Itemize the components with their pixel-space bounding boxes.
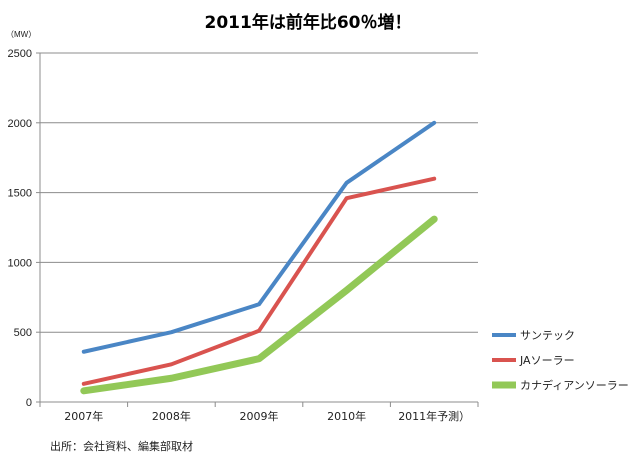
y-tick-label: 2500 (8, 48, 32, 60)
x-tick-label: 2009年 (240, 409, 279, 423)
legend-label-2: JAソーラー (519, 354, 575, 367)
legend-label-3: カナディアンソーラー (520, 378, 629, 392)
series-line-3 (80, 215, 438, 395)
legend-label-1: サンテック (520, 329, 575, 342)
y-tick-label: 2000 (8, 118, 32, 130)
chart-title: 2011年は前年比60％増！ (205, 12, 412, 33)
x-tick-label: 2008年 (152, 409, 191, 423)
source-note: 出所：会社資料、編集部取材 (50, 439, 193, 453)
series-line-1 (81, 120, 437, 354)
axes (39, 53, 478, 403)
y-tick-label: 500 (14, 327, 32, 339)
y-tick-label: 0 (26, 397, 32, 409)
y-tick-label: 1000 (8, 257, 32, 269)
y-tick-label: 1500 (8, 188, 32, 200)
x-axis-ticks: 2007年 2008年 2009年 2010年 2011年予測） (39, 402, 479, 423)
series-lines (80, 120, 438, 395)
y-axis-unit-label: （MW） (6, 30, 36, 39)
x-tick-label: 2010年 (327, 409, 366, 423)
y-axis-ticks: 0 500 1000 1500 2000 2500 (8, 48, 40, 409)
x-tick-label: 2007年 (64, 409, 103, 423)
x-tick-label: 2011年予測） (398, 409, 470, 423)
series-line-2 (81, 176, 437, 386)
grid-lines (40, 52, 478, 333)
